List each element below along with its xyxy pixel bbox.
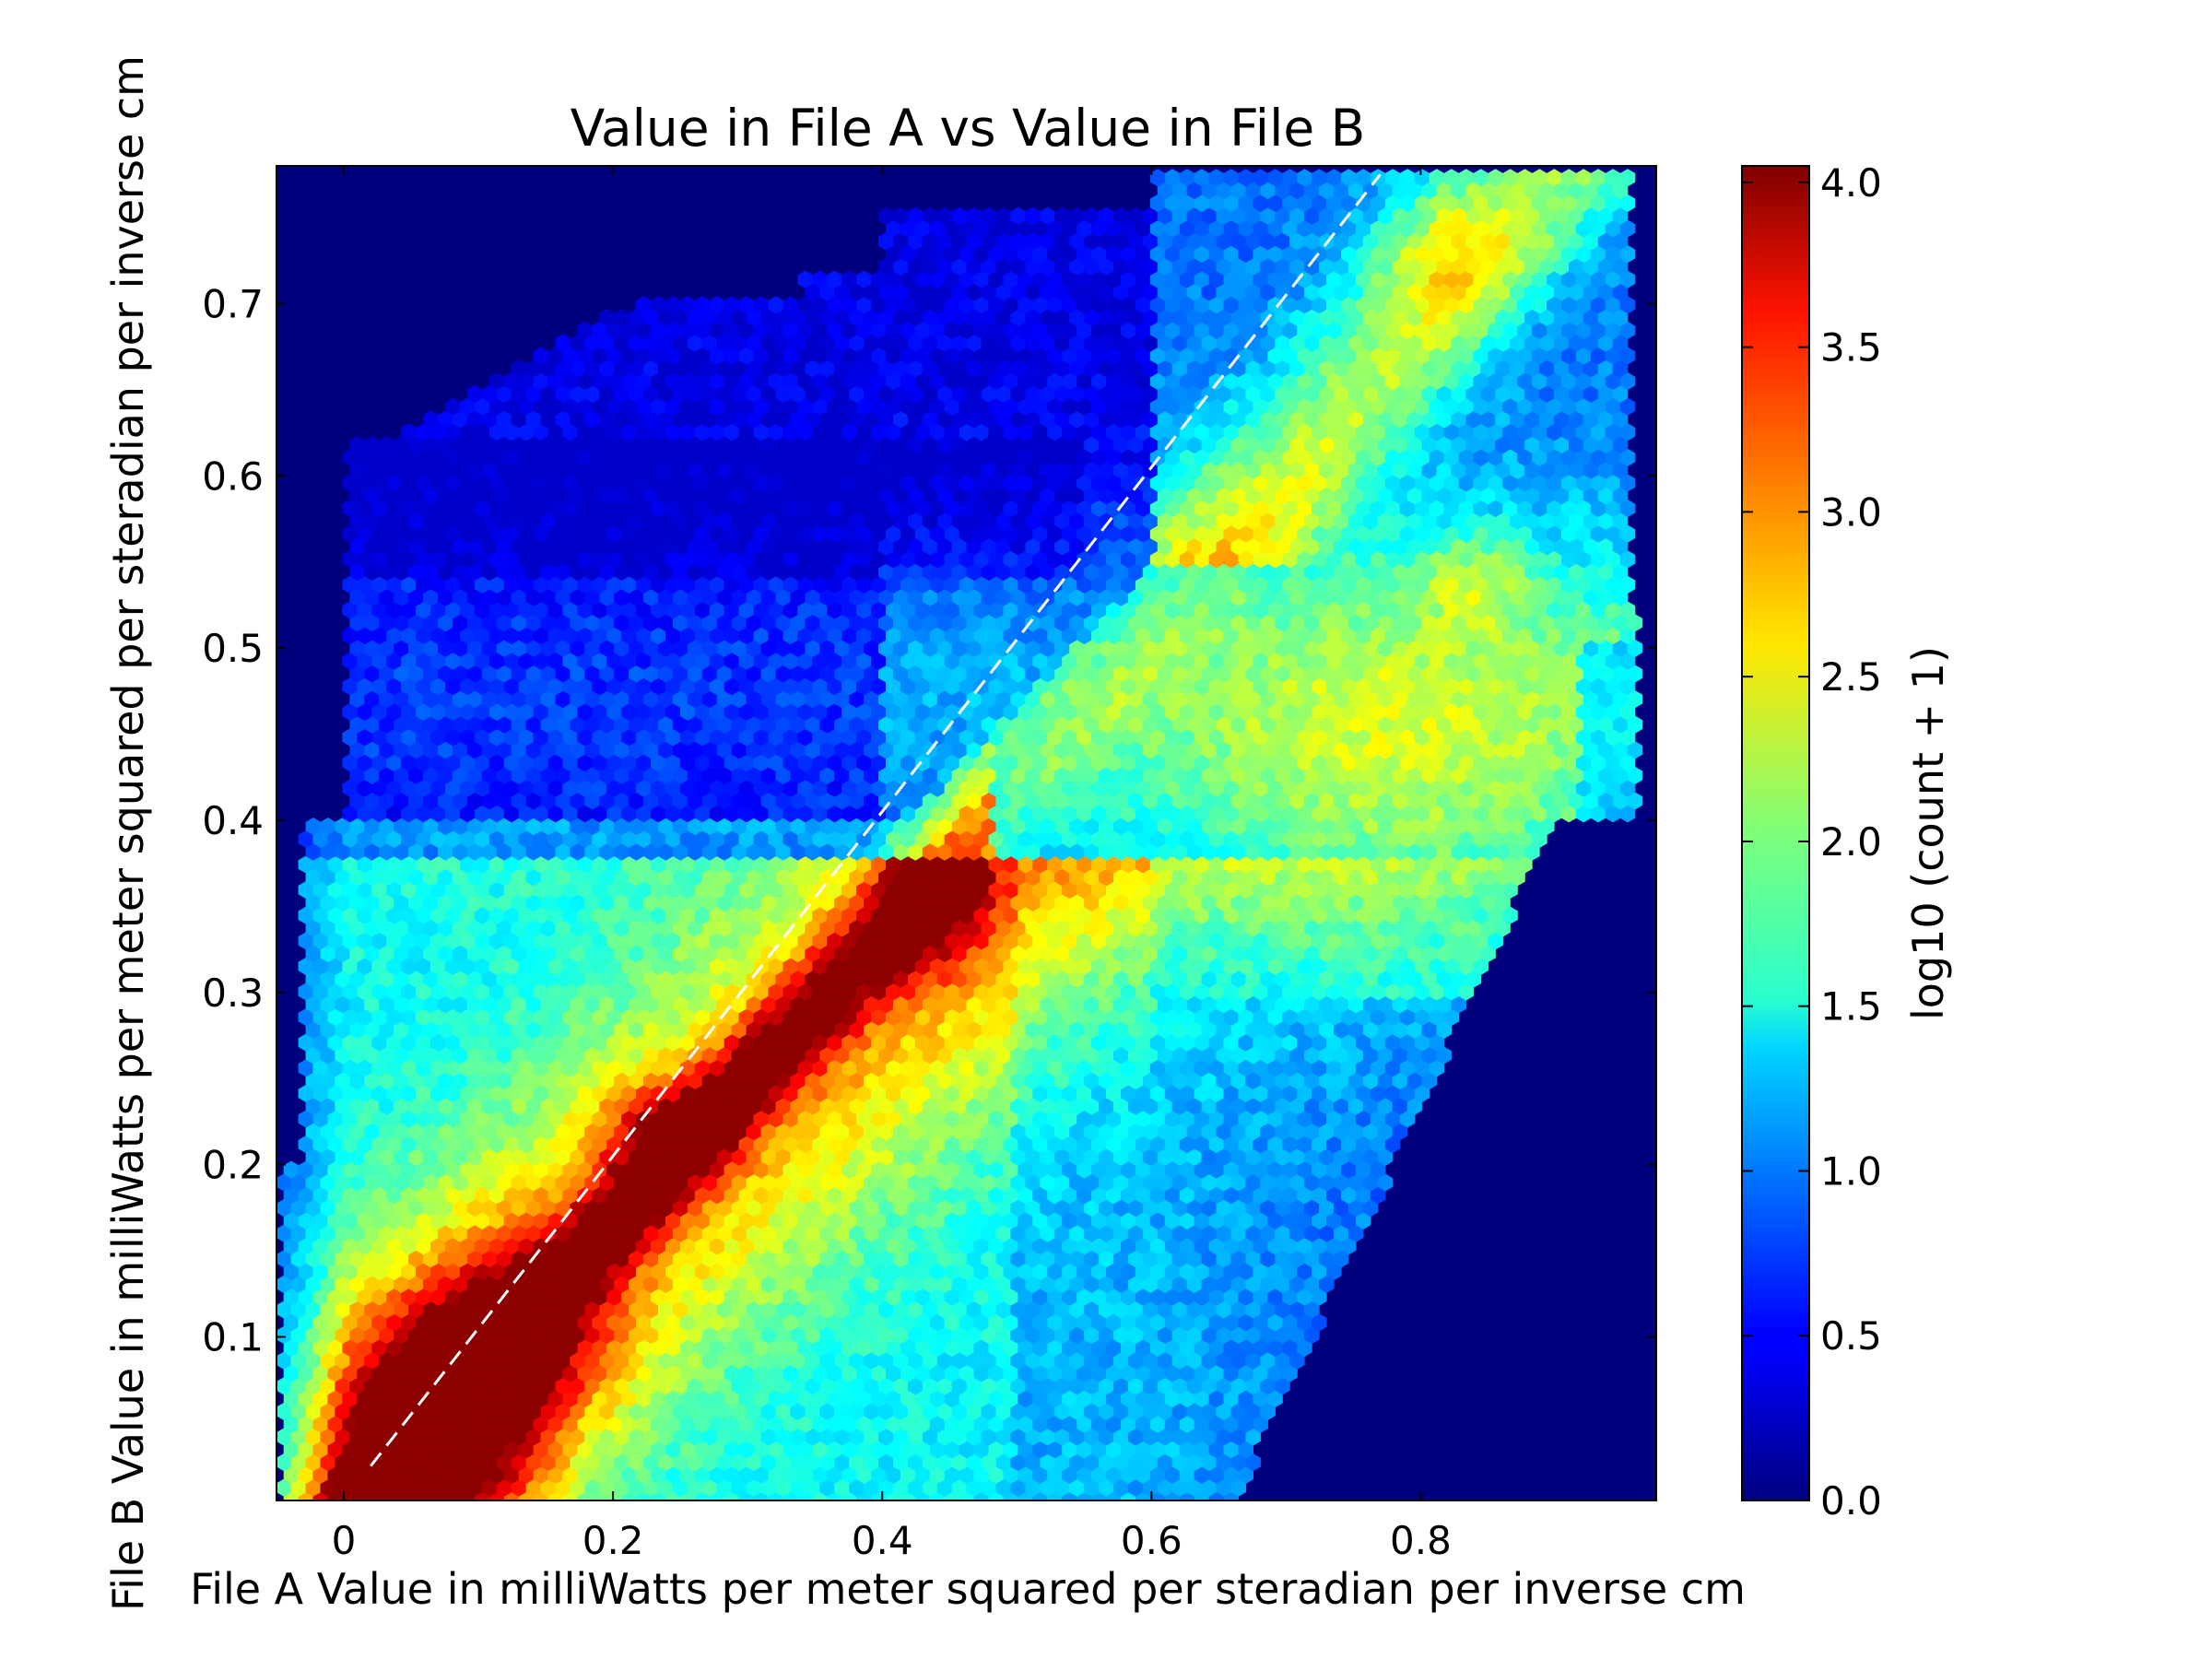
chart-title: Value in File A vs Value in File B — [571, 99, 1366, 158]
hexbin-cells — [276, 169, 1643, 1500]
